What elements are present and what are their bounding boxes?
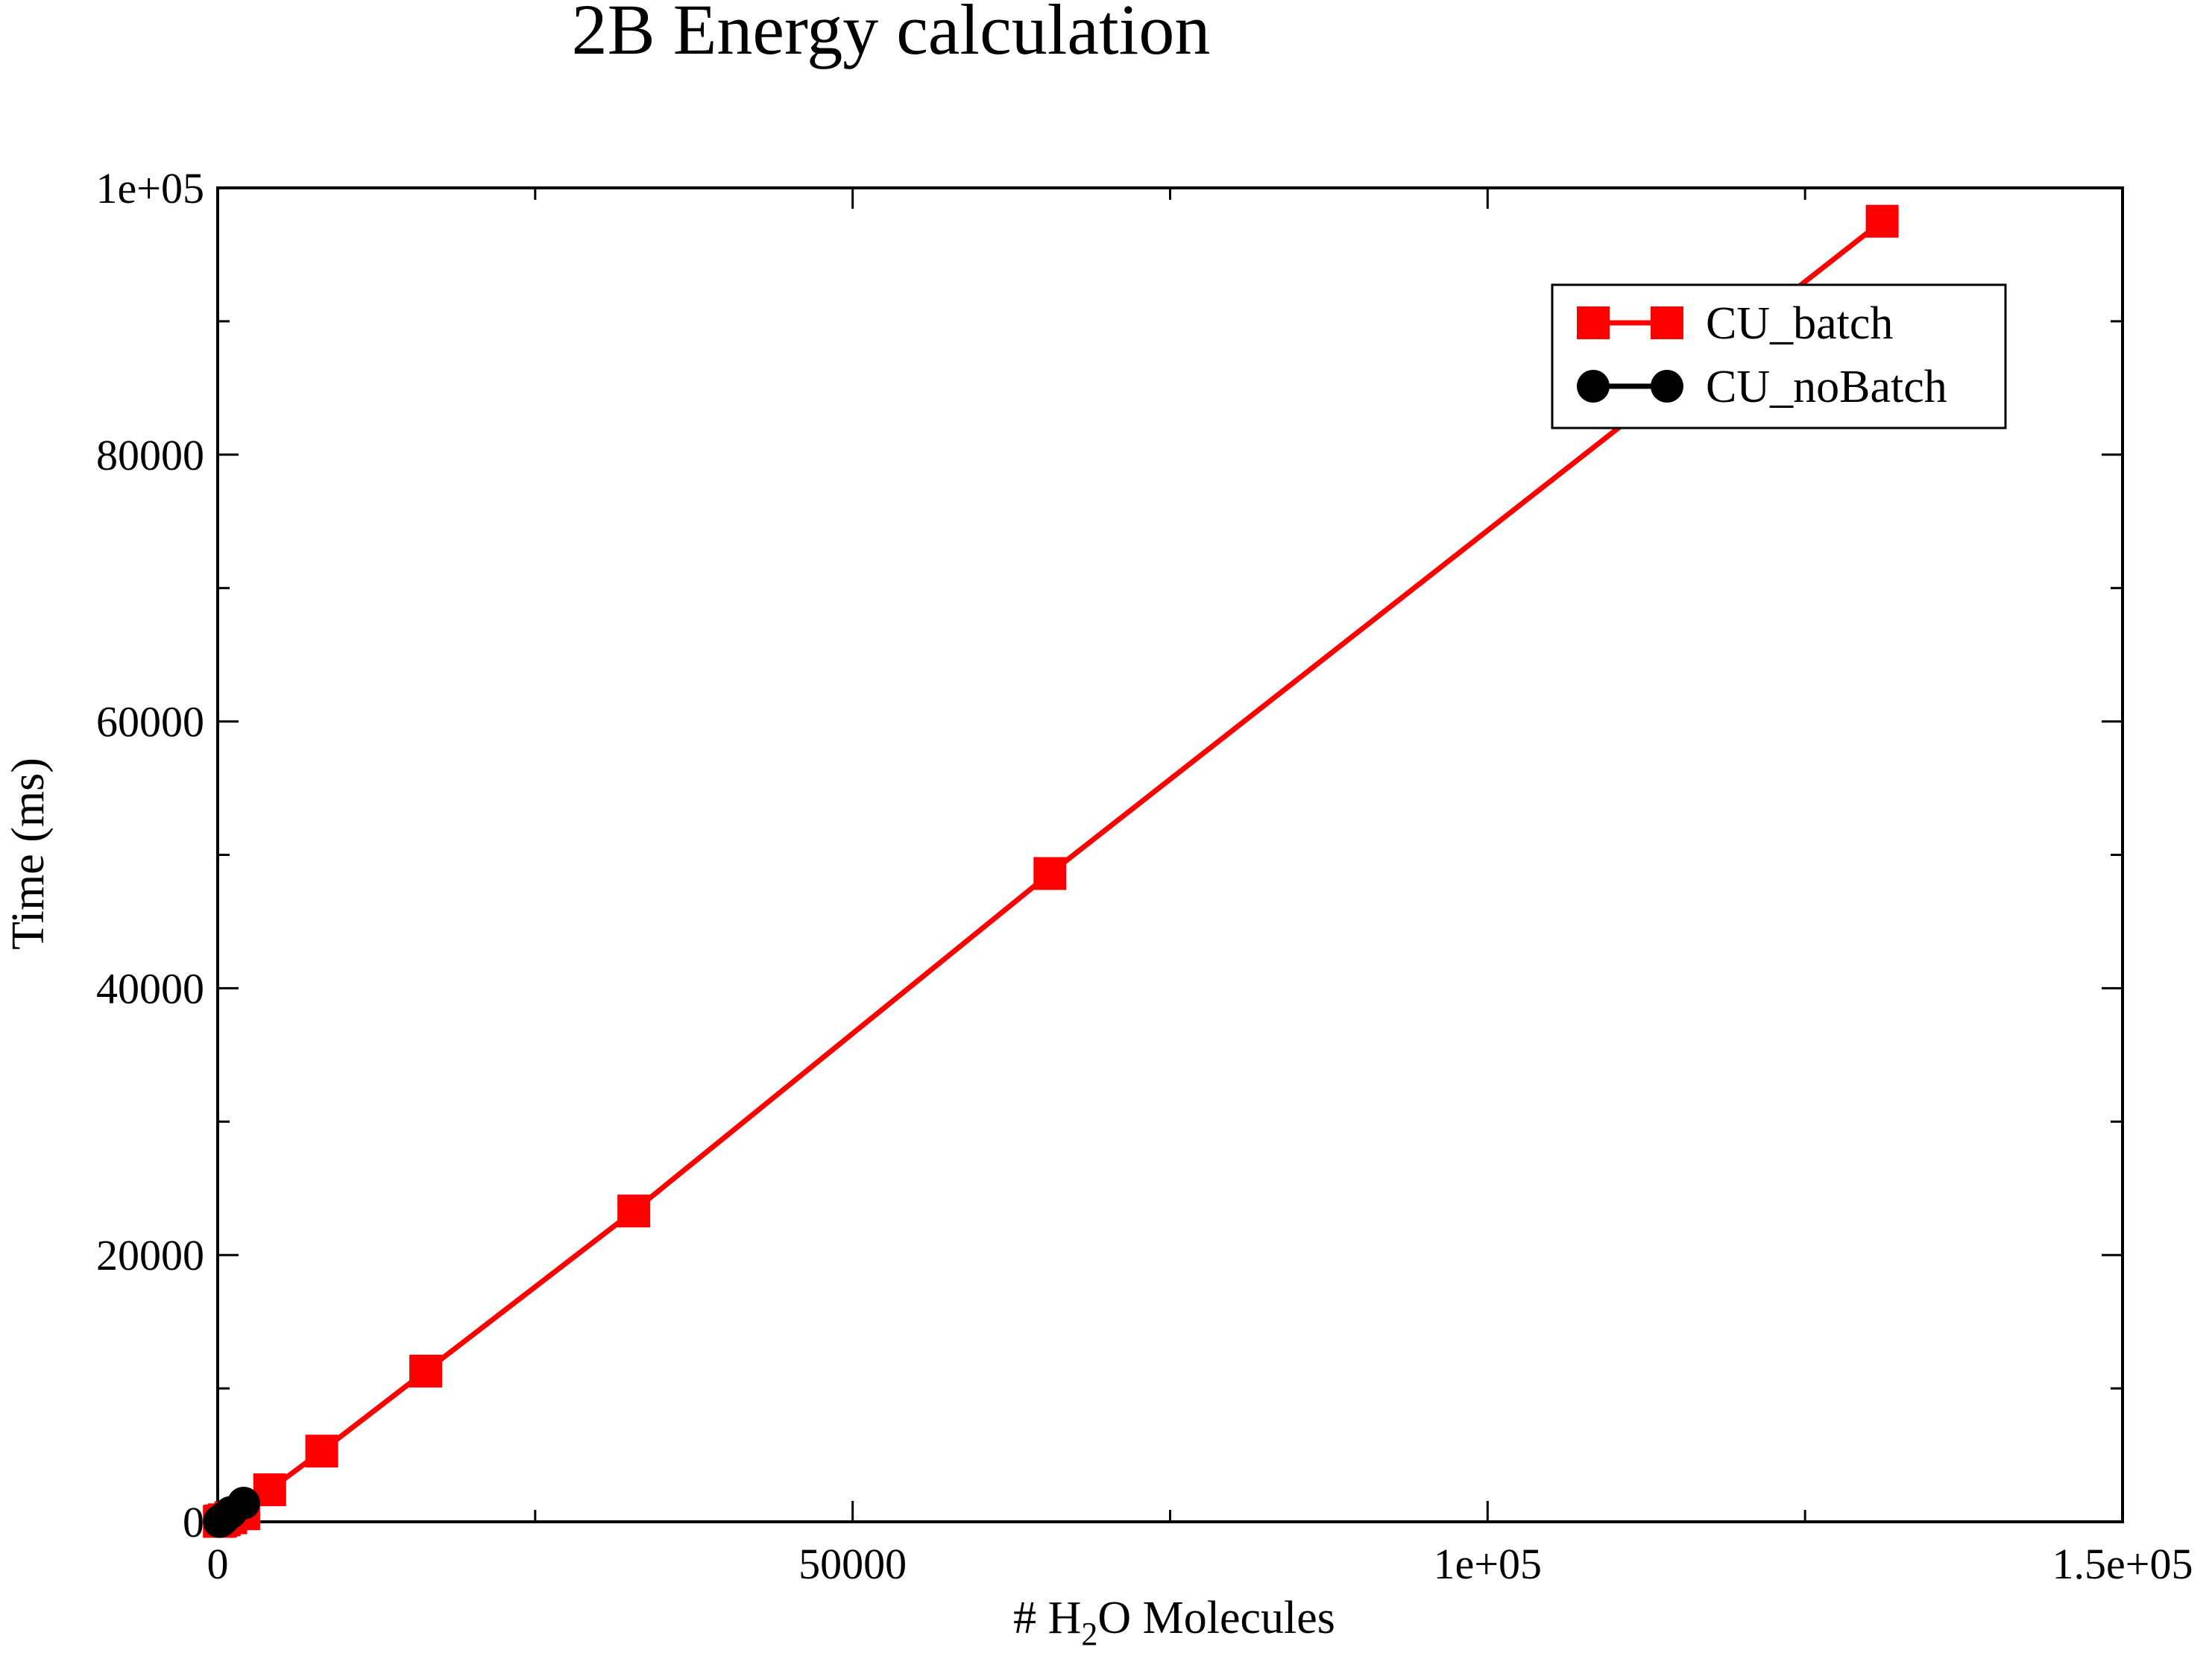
x-tick-label: 50000 [798,1540,907,1588]
legend: CU_batch CU_noBatch [1551,283,2007,429]
x-axis-label-subscript: 2 [1081,1616,1097,1652]
data-point [305,1435,338,1468]
y-tick-label: 60000 [96,698,204,746]
y-axis-label: Time (ms) [3,758,54,950]
legend-box [1551,283,2007,429]
data-point [1033,857,1067,890]
x-tick-label: 1.5e+05 [2052,1540,2193,1588]
legend-entry: CU_batch [1577,298,1893,349]
chart-title: 2B Energy calculation [572,0,1211,69]
legend-marker [1577,370,1610,403]
data-point [617,1194,651,1228]
x-axis-label-prefix: # H [1013,1593,1081,1643]
legend-marker [1577,306,1610,339]
legend-label: CU_batch [1706,298,1893,349]
data-point [227,1486,260,1520]
tick-labels: 0 50000 1e+05 1.5e+05 0 20000 40000 60000 80000 1… [96,164,2193,1588]
legend-label: CU_noBatch [1706,362,1947,412]
series-layer [203,204,1899,1538]
y-tick-label: 20000 [96,1231,204,1279]
y-tick-label: 1e+05 [96,164,204,213]
x-tick-label: 1e+05 [1434,1540,1542,1588]
series-CU_noBatch [203,1486,260,1538]
data-point [1865,204,1899,238]
x-axis-label: # H2O Molecules [1013,1593,1335,1652]
axis-ticks [216,186,2124,1523]
legend-marker [1651,370,1683,403]
y-tick-label: 40000 [96,964,204,1013]
x-axis-label-suffix: O Molecules [1097,1593,1335,1643]
data-point [409,1354,443,1388]
x-tick-label: 0 [207,1540,229,1588]
y-tick-label: 80000 [96,431,204,479]
legend-entry: CU_noBatch [1577,362,1947,412]
legend-marker [1651,306,1683,339]
y-tick-label: 0 [183,1498,204,1546]
legend-entries: CU_batch CU_noBatch [1577,298,1947,412]
